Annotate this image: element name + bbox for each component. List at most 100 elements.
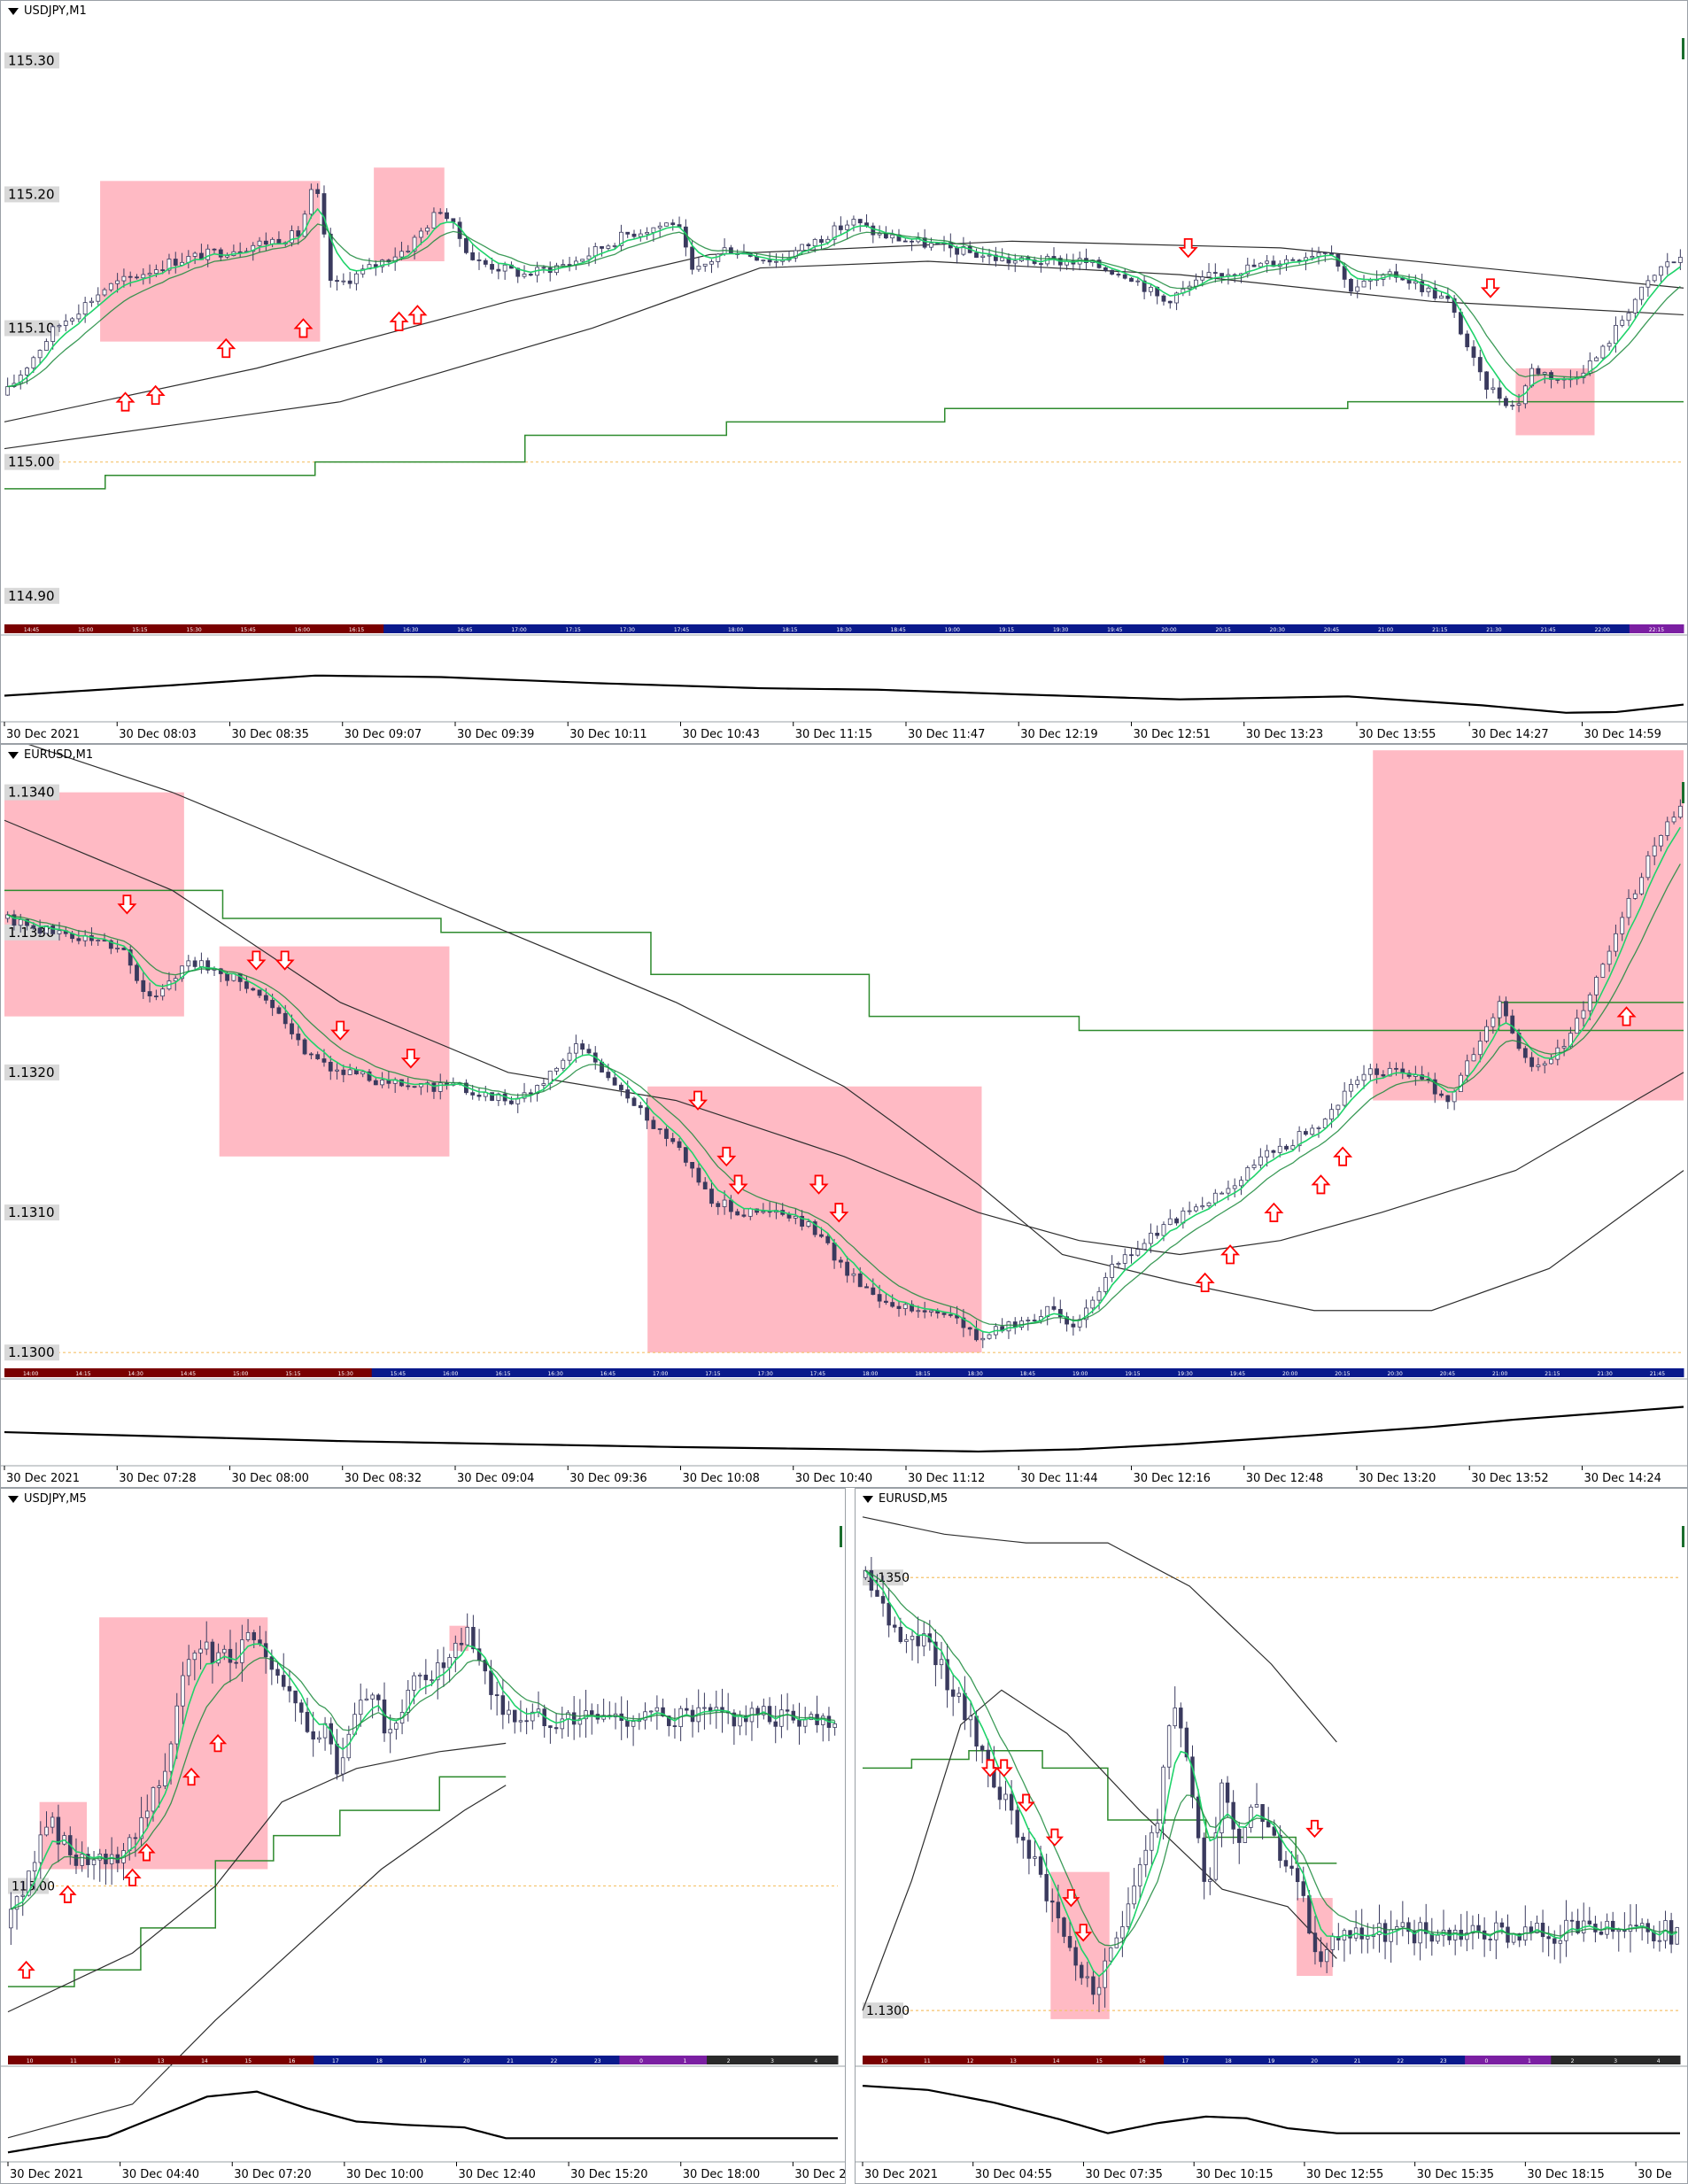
candle-body — [922, 237, 927, 248]
candle-body — [1465, 1060, 1470, 1076]
candle-body — [12, 914, 17, 926]
time-label: 30 Dec 10:08 — [682, 1472, 759, 1485]
time-label: 30 Dec 10:00 — [346, 2168, 423, 2181]
candle-body — [1484, 1026, 1489, 1042]
candle-body — [251, 987, 256, 991]
session-bar-segment — [1304, 624, 1359, 633]
collapse-triangle-icon[interactable] — [863, 1495, 873, 1503]
session-bar-label: 16:45 — [600, 1371, 616, 1377]
time-label: 30 Dec 12:48 — [1246, 1472, 1323, 1485]
session-bar-segment — [1164, 2056, 1208, 2064]
moving-average-line — [4, 240, 1684, 422]
candle-body — [269, 1656, 275, 1670]
candle-body — [993, 254, 998, 261]
buy-arrow-up-icon — [1264, 1202, 1284, 1222]
time-label: 30 Dec 2 — [794, 2168, 845, 2181]
candle-body — [877, 1294, 882, 1302]
price-label-bg — [4, 1064, 59, 1080]
session-bar-label: 23 — [1440, 2058, 1447, 2064]
moving-average-line — [862, 1516, 1337, 1743]
session-bar-label: 11 — [924, 2058, 931, 2064]
candle-body — [1587, 994, 1592, 1011]
chart-window-usdjpy-m5[interactable]: USDJPY,M5 115.00 10 11 12 13 14 15 16 17 18 19 20 21… — [0, 1488, 846, 2184]
session-bar-label: 18:15 — [782, 627, 797, 633]
session-bar-label: 10 — [27, 2058, 34, 2064]
candle-body — [904, 1638, 909, 1642]
candle-body — [80, 1854, 84, 1866]
candle-body — [1542, 372, 1547, 375]
candle-body — [910, 240, 914, 243]
time-label: 30 Dec 13:23 — [1246, 728, 1323, 741]
candle-body — [1245, 264, 1251, 275]
candle-body — [174, 1705, 179, 1745]
candle-body — [1387, 1067, 1392, 1077]
highlight-zone — [1373, 750, 1684, 1101]
buy-arrow-up-icon — [1333, 1146, 1353, 1166]
candle-body — [685, 1708, 689, 1711]
session-bar-label: 20:00 — [1282, 1371, 1297, 1377]
candle-body — [163, 1770, 167, 1786]
scroll-marker — [1682, 782, 1684, 803]
chart-canvas[interactable]: 1.1340 1.1330 1.1320 1.1310 1.1300 14:00 14:15… — [1, 745, 1687, 1487]
session-bar-label: 19:00 — [1072, 1371, 1088, 1377]
candle-body — [1148, 1232, 1153, 1244]
session-bar-label: 21:00 — [1492, 1371, 1507, 1377]
session-bar-segment — [1368, 1368, 1422, 1377]
candle-body — [1330, 1936, 1335, 1950]
candle-body — [1260, 1804, 1265, 1823]
price-label: 1.1310 — [4, 1204, 59, 1221]
candle-body — [890, 234, 895, 239]
collapse-triangle-icon[interactable] — [8, 751, 19, 759]
candle-body — [638, 1104, 643, 1109]
candle-body — [483, 259, 488, 265]
chart-window-eurusd-m5[interactable]: EURUSD,M5 1.1350 1.1300 10 11 12 13 14 15 16 17 18… — [855, 1488, 1688, 2184]
buy-arrow-up-icon — [407, 305, 428, 325]
time-label: 30 Dec 2021 — [10, 2168, 83, 2181]
candle-body — [1132, 1885, 1136, 1905]
candle-body — [1607, 950, 1612, 965]
candle-body — [1174, 292, 1179, 304]
candle-body — [1126, 1903, 1131, 1927]
candle-body — [825, 1235, 831, 1243]
candle-body — [1665, 261, 1670, 267]
trailing-step-line — [8, 1776, 507, 1987]
session-bar-label: 4 — [814, 2058, 817, 2064]
candle-body — [476, 1095, 482, 1097]
candle-body — [1445, 295, 1451, 299]
candle-body — [63, 321, 68, 326]
candle-body — [139, 1816, 143, 1839]
candle-body — [1626, 898, 1631, 918]
candle-body — [228, 1648, 233, 1663]
chart-window-eurusd-m1[interactable]: EURUSD,M1 1.1340 1.1330 1.1320 1.1310 1.1300… — [0, 744, 1688, 1488]
candle-body — [590, 1710, 594, 1715]
chart-window-usdjpy-m1[interactable]: USDJPY,M1 115.30 115.20 115.10 115.00 114.90… — [0, 0, 1688, 744]
candle-body — [376, 1694, 381, 1700]
session-bar-segment — [991, 2056, 1035, 2064]
session-bar-segment — [95, 2056, 140, 2064]
collapse-triangle-icon[interactable] — [8, 1495, 19, 1503]
candle-body — [470, 1092, 476, 1096]
session-bar-segment — [1421, 1368, 1475, 1377]
candle-body — [1245, 1167, 1251, 1181]
candle-body — [1614, 324, 1618, 345]
session-bar-label: 19:15 — [999, 627, 1014, 633]
time-label: 30 Dec 10:40 — [795, 1472, 872, 1485]
collapse-triangle-icon[interactable] — [8, 7, 19, 15]
candle-body — [412, 236, 417, 252]
chart-canvas[interactable]: 115.30 115.20 115.10 115.00 114.90 14:45 15:00… — [1, 1, 1687, 743]
candle-body — [1206, 272, 1212, 278]
price-label: 115.00 — [4, 453, 59, 470]
sell-arrow-down-icon — [995, 1759, 1013, 1777]
candle-body — [1439, 1093, 1444, 1096]
price-label-text: 1.1340 — [8, 785, 55, 801]
candle-body — [561, 1059, 566, 1069]
candle-body — [832, 225, 837, 240]
candle-body — [1103, 1960, 1107, 1988]
candle-body — [1645, 855, 1651, 879]
candle-body — [341, 280, 346, 283]
price-label-text: 115.00 — [8, 454, 55, 470]
candle-body — [1406, 279, 1412, 284]
candle-body — [929, 1310, 933, 1313]
